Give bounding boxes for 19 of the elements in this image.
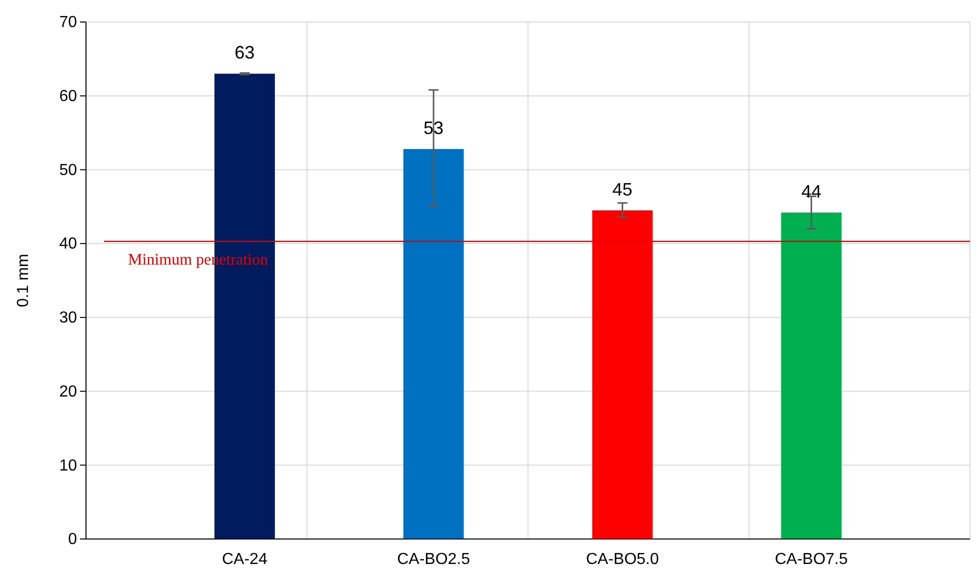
- y-tick-label: 70: [59, 14, 78, 32]
- x-tick-label: CA-BO5.0: [586, 551, 659, 568]
- y-tick-label: 20: [59, 383, 78, 400]
- bar: [403, 149, 464, 539]
- x-tick-label: CA-24: [222, 551, 268, 568]
- data-label: 44: [801, 182, 822, 202]
- bar: [592, 210, 653, 539]
- y-tick-label: 30: [59, 310, 78, 327]
- y-tick-label: 40: [59, 236, 78, 253]
- y-axis-title: 0.1 mm: [15, 254, 32, 308]
- x-tick-label: CA-BO2.5: [397, 551, 470, 568]
- y-tick-label: 50: [59, 162, 78, 179]
- x-tick-label: CA-BO7.5: [774, 551, 848, 568]
- y-tick-label: 10: [59, 457, 78, 474]
- y-tick-label: 60: [59, 88, 78, 105]
- y-tick-label: 0: [68, 531, 78, 548]
- data-label: 45: [612, 179, 632, 200]
- data-label: 63: [234, 42, 255, 63]
- bar: [781, 212, 842, 539]
